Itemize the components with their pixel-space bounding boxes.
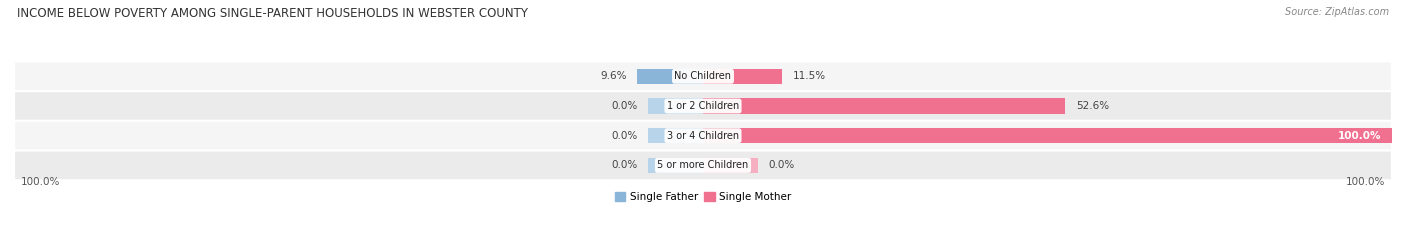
Text: 5 or more Children: 5 or more Children	[658, 160, 748, 170]
Text: 100.0%: 100.0%	[1346, 177, 1385, 187]
Bar	[703, 158, 758, 173]
Legend: Single Father, Single Mother: Single Father, Single Mother	[610, 188, 796, 206]
Text: 3 or 4 Children: 3 or 4 Children	[666, 131, 740, 141]
Text: 0.0%: 0.0%	[769, 160, 794, 170]
Text: 100.0%: 100.0%	[21, 177, 60, 187]
Bar	[648, 128, 703, 144]
Bar	[637, 69, 703, 84]
Bar	[703, 128, 1392, 144]
Text: 1 or 2 Children: 1 or 2 Children	[666, 101, 740, 111]
Text: 11.5%: 11.5%	[793, 71, 825, 81]
Bar	[648, 98, 703, 114]
FancyBboxPatch shape	[14, 121, 1392, 151]
FancyBboxPatch shape	[14, 62, 1392, 91]
Text: No Children: No Children	[675, 71, 731, 81]
Text: 100.0%: 100.0%	[1339, 131, 1382, 141]
Bar	[703, 69, 782, 84]
Bar	[703, 98, 1066, 114]
FancyBboxPatch shape	[14, 151, 1392, 180]
Bar	[648, 158, 703, 173]
FancyBboxPatch shape	[14, 91, 1392, 121]
Text: 0.0%: 0.0%	[612, 160, 637, 170]
Text: INCOME BELOW POVERTY AMONG SINGLE-PARENT HOUSEHOLDS IN WEBSTER COUNTY: INCOME BELOW POVERTY AMONG SINGLE-PARENT…	[17, 7, 527, 20]
Text: 52.6%: 52.6%	[1076, 101, 1109, 111]
Text: Source: ZipAtlas.com: Source: ZipAtlas.com	[1285, 7, 1389, 17]
Text: 0.0%: 0.0%	[612, 101, 637, 111]
Text: 0.0%: 0.0%	[612, 131, 637, 141]
Text: 9.6%: 9.6%	[600, 71, 627, 81]
